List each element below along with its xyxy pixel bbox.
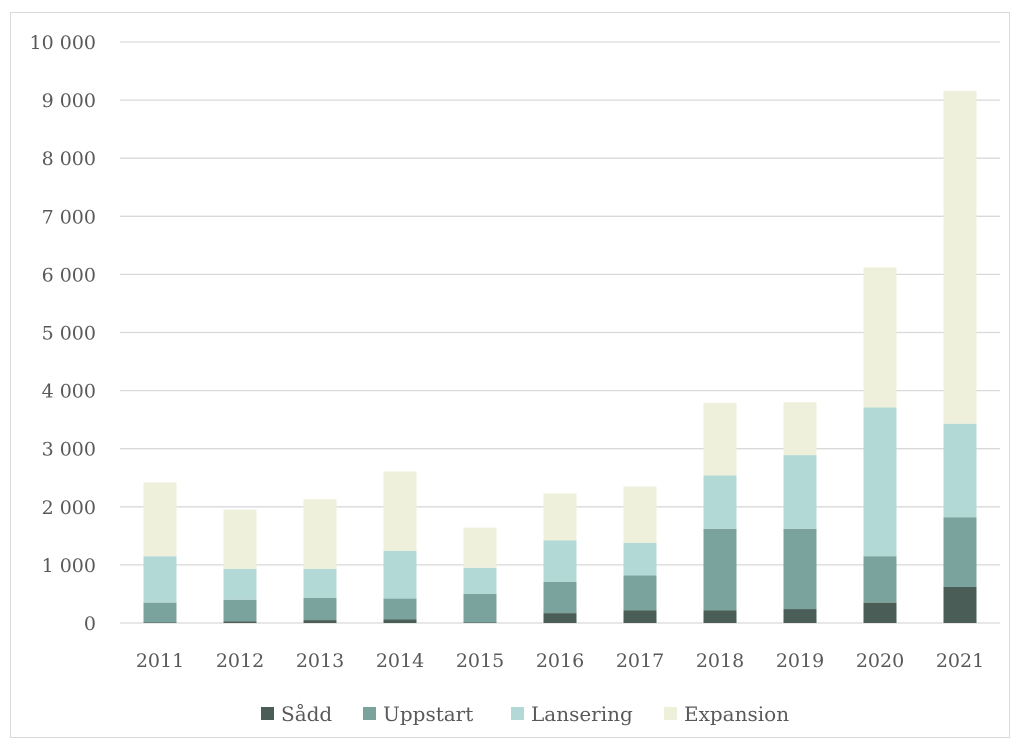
x-tick-label: 2016 xyxy=(536,650,584,672)
y-tick-label: 8 000 xyxy=(42,148,96,170)
bar-segment-sådd xyxy=(223,621,257,623)
legend-label: Expansion xyxy=(684,702,789,726)
bar-segment-uppstart xyxy=(143,602,177,623)
bar-segment-uppstart xyxy=(783,528,817,610)
x-tick-label: 2012 xyxy=(216,650,264,672)
x-tick-label: 2011 xyxy=(136,650,184,672)
y-tick-label: 5 000 xyxy=(42,323,96,345)
chart-frame xyxy=(10,12,1010,738)
legend: Sådd Uppstart Lansering Expansion xyxy=(261,702,789,726)
bar-segment-lansering xyxy=(623,542,657,576)
y-tick-label: 4 000 xyxy=(42,381,96,403)
bar-segment-expansion xyxy=(143,482,177,557)
y-tick-label: 0 xyxy=(84,613,96,635)
bar-segment-uppstart xyxy=(383,598,417,620)
bar-segment-sådd xyxy=(783,609,817,623)
bar-segment-sådd xyxy=(863,602,897,623)
bar-segment-expansion xyxy=(863,267,897,408)
y-tick-label: 10 000 xyxy=(30,32,96,54)
bar-segment-lansering xyxy=(463,567,497,594)
bar-segment-lansering xyxy=(783,455,817,529)
legend-label: Lansering xyxy=(531,702,633,726)
bar-segment-sådd xyxy=(943,586,977,623)
bar-segment-uppstart xyxy=(303,598,337,621)
bar-segment-uppstart xyxy=(223,599,257,622)
bar-segment-sådd xyxy=(543,613,577,623)
y-tick-label: 6 000 xyxy=(42,264,96,286)
bar-segment-expansion xyxy=(223,509,257,569)
bar-segment-lansering xyxy=(543,540,577,582)
bar-segment-expansion xyxy=(303,499,337,569)
bar-segment-uppstart xyxy=(543,581,577,614)
bar-segment-uppstart xyxy=(623,575,657,611)
bar-segment-lansering xyxy=(303,568,337,599)
bar-segment-expansion xyxy=(463,527,497,568)
bar-segment-uppstart xyxy=(863,556,897,603)
legend-swatch-sådd xyxy=(261,707,274,720)
y-tick-label: 2 000 xyxy=(42,497,96,519)
y-tick-label: 7 000 xyxy=(42,206,96,228)
bar-segment-expansion xyxy=(943,90,977,424)
legend-swatch-lansering xyxy=(511,707,524,720)
x-tick-label: 2018 xyxy=(696,650,744,672)
legend-swatch-uppstart xyxy=(363,707,376,720)
bar-segment-lansering xyxy=(703,475,737,529)
legend-label: Uppstart xyxy=(383,702,473,726)
x-tick-label: 2020 xyxy=(856,650,904,672)
bars xyxy=(143,90,977,623)
x-axis-ticks: 2011 2012 2013 2014 2015 2016 2017 2018 2019 2020… xyxy=(136,650,984,672)
bar-segment-sådd xyxy=(703,610,737,623)
y-tick-label: 9 000 xyxy=(42,90,96,112)
bar-segment-sådd xyxy=(383,619,417,623)
bar-segment-uppstart xyxy=(943,517,977,587)
bar-segment-expansion xyxy=(383,471,417,551)
bar-segment-lansering xyxy=(223,568,257,600)
y-tick-label: 3 000 xyxy=(42,439,96,461)
legend-swatch-expansion xyxy=(664,707,677,720)
bar-segment-uppstart xyxy=(463,593,497,623)
x-tick-label: 2019 xyxy=(776,650,824,672)
bar-segment-lansering xyxy=(943,423,977,518)
x-tick-label: 2014 xyxy=(376,650,424,672)
x-tick-label: 2015 xyxy=(456,650,504,672)
bar-segment-uppstart xyxy=(703,528,737,611)
legend-label: Sådd xyxy=(281,702,332,726)
bar-segment-sådd xyxy=(143,622,177,623)
bar-segment-lansering xyxy=(383,550,417,599)
bar-segment-lansering xyxy=(863,407,897,557)
x-tick-label: 2021 xyxy=(936,650,984,672)
x-tick-label: 2017 xyxy=(616,650,664,672)
x-tick-label: 2013 xyxy=(296,650,344,672)
y-tick-label: 1 000 xyxy=(42,555,96,577)
bar-segment-sådd xyxy=(303,620,337,623)
bar-segment-expansion xyxy=(623,486,657,543)
bar-segment-expansion xyxy=(543,493,577,541)
bar-segment-expansion xyxy=(703,402,737,476)
bar-segment-sådd xyxy=(463,622,497,623)
gridlines xyxy=(120,41,1000,624)
bar-segment-sådd xyxy=(623,610,657,623)
y-axis-ticks: 0 1 000 2 000 3 000 4 000 5 000 6 000 7 000 8 00… xyxy=(30,32,96,635)
bar-segment-lansering xyxy=(143,556,177,603)
bar-segment-expansion xyxy=(783,402,817,456)
